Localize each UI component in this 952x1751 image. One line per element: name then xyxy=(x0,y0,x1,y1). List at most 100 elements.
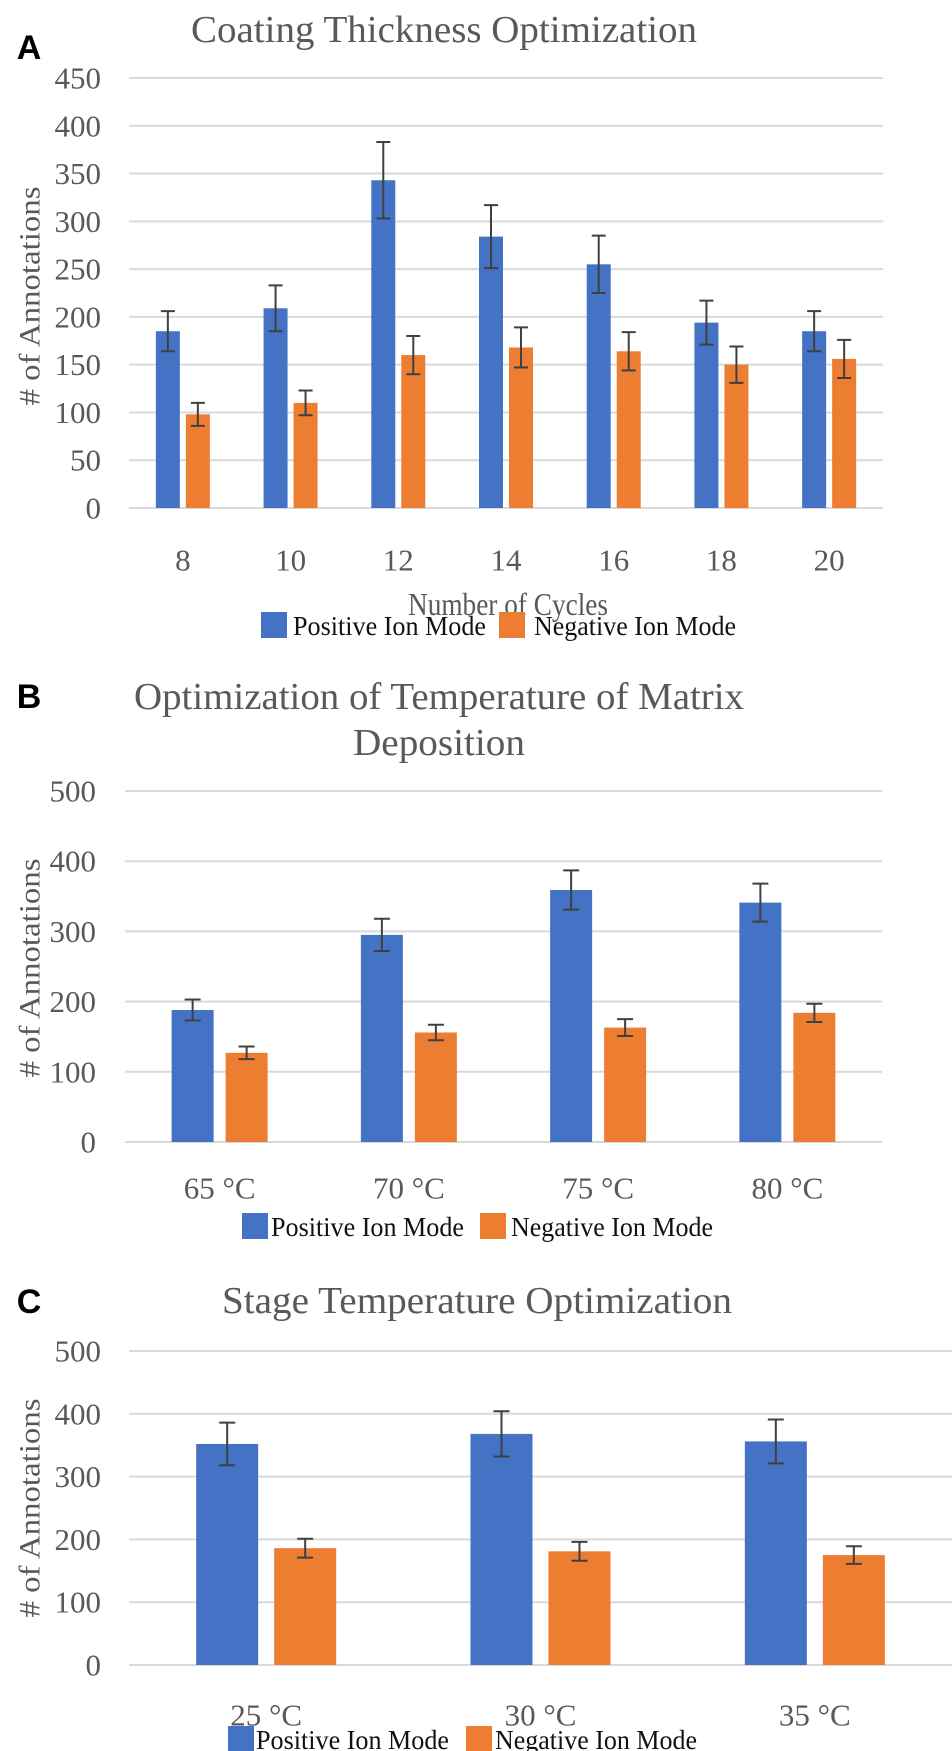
legend-label: Negative Ion Mode xyxy=(534,611,736,641)
negative-bar xyxy=(185,414,210,508)
positive-bar xyxy=(550,889,593,1142)
positive-bar xyxy=(744,1441,807,1665)
chart-title: Coating Thickness Optimization xyxy=(191,9,697,51)
chart-panel-a: A Coating Thickness Optimization 0 50 100 150… xyxy=(14,9,883,641)
error-bar xyxy=(184,998,201,1022)
error-bar xyxy=(190,401,205,427)
y-axis-label: # of Annotations xyxy=(14,859,47,1078)
y-tick-label: 250 xyxy=(55,252,102,287)
error-bar xyxy=(238,1045,255,1061)
x-tick-label: 75 °C xyxy=(562,1171,634,1206)
negative-bar xyxy=(822,1555,885,1665)
positive-bar xyxy=(694,322,719,508)
error-bar xyxy=(837,338,852,380)
x-tick-label: 30 °C xyxy=(505,1698,577,1733)
error-bar xyxy=(373,917,390,953)
negative-bar xyxy=(616,351,641,508)
y-tick-label: 0 xyxy=(86,491,102,526)
chart-panel-c: C Stage Temperature Optimization 0 100 200 30… xyxy=(14,1280,952,1751)
negative-bar xyxy=(724,364,749,508)
negative-bar xyxy=(548,1551,611,1665)
error-bar xyxy=(699,299,714,346)
error-bar xyxy=(297,1537,314,1559)
negative-bar xyxy=(793,1012,836,1142)
positive-bar xyxy=(470,1433,533,1665)
y-tick-label: 150 xyxy=(55,347,102,382)
legend-label: Negative Ion Mode xyxy=(511,1212,713,1242)
x-tick-label: 35 °C xyxy=(779,1698,851,1733)
x-tick-label: 80 °C xyxy=(751,1171,823,1206)
negative-bar xyxy=(225,1052,268,1142)
error-bar xyxy=(427,1023,444,1042)
x-tick-label: 12 xyxy=(383,543,414,578)
error-bar xyxy=(807,310,822,353)
positive-legend-swatch xyxy=(242,1213,268,1239)
negative-bar xyxy=(832,358,857,508)
error-bar xyxy=(219,1421,236,1467)
error-bar xyxy=(484,204,498,270)
y-tick-label: 300 xyxy=(55,204,102,239)
error-bar xyxy=(571,1540,588,1562)
panel-label: B xyxy=(17,678,42,716)
x-tick-label: 16 xyxy=(598,543,629,578)
error-bar xyxy=(806,1002,823,1023)
positive-bar xyxy=(479,236,503,508)
legend-label: Positive Ion Mode xyxy=(271,1212,464,1242)
chart-title-line2: Deposition xyxy=(353,722,525,764)
x-tick-label: 14 xyxy=(491,543,523,578)
negative-legend-swatch xyxy=(466,1726,492,1751)
error-bar xyxy=(767,1418,784,1465)
positive-bar xyxy=(802,331,827,508)
negative-legend-swatch xyxy=(499,612,525,638)
x-tick-label: 8 xyxy=(175,543,191,578)
negative-legend-swatch xyxy=(480,1213,506,1239)
chart-title: Optimization of Temperature of Matrix xyxy=(134,676,744,718)
negative-bar xyxy=(604,1027,647,1142)
y-tick-label: 350 xyxy=(55,156,102,191)
y-tick-label: 500 xyxy=(50,774,97,809)
error-bar xyxy=(591,234,606,294)
legend-label: Negative Ion Mode xyxy=(495,1725,697,1751)
negative-bar xyxy=(274,1548,337,1665)
negative-bar xyxy=(293,402,318,508)
error-bar xyxy=(160,310,175,353)
legend: Positive Ion Mode Negative Ion Mode xyxy=(242,1212,713,1242)
panel-label: C xyxy=(17,1283,42,1321)
legend-label: Positive Ion Mode xyxy=(256,1725,449,1751)
legend: Positive Ion Mode Negative Ion Mode xyxy=(261,611,736,641)
error-bar xyxy=(752,882,769,923)
y-tick-label: 100 xyxy=(55,395,102,430)
error-bar xyxy=(563,869,580,911)
error-bar xyxy=(406,335,421,376)
positive-legend-swatch xyxy=(228,1726,254,1751)
x-tick-label: 70 °C xyxy=(373,1171,445,1206)
chart-title: Stage Temperature Optimization xyxy=(222,1280,732,1322)
x-tick-label: 18 xyxy=(706,543,737,578)
panel-label: A xyxy=(17,29,42,67)
negative-bar xyxy=(401,355,426,508)
x-tick-label: 65 °C xyxy=(184,1171,256,1206)
negative-bar xyxy=(414,1032,457,1142)
chart-panel-b: B Optimization of Temperature of MatrixDe… xyxy=(14,676,882,1242)
error-bar xyxy=(845,1545,862,1565)
y-tick-label: 0 xyxy=(81,1125,97,1160)
negative-bar xyxy=(509,347,533,508)
positive-bar xyxy=(586,264,611,508)
y-tick-label: 50 xyxy=(70,443,101,478)
y-tick-label: 500 xyxy=(55,1334,102,1369)
error-bar xyxy=(617,1018,634,1037)
error-bar xyxy=(298,389,313,417)
positive-bar xyxy=(360,934,403,1142)
y-tick-label: 450 xyxy=(55,61,102,96)
y-tick-label: 300 xyxy=(50,914,97,949)
y-tick-label: 0 xyxy=(86,1648,102,1683)
positive-bar xyxy=(196,1443,259,1665)
error-bar xyxy=(268,284,283,333)
positive-bar xyxy=(371,180,396,508)
y-tick-label: 200 xyxy=(55,1522,102,1557)
y-tick-label: 200 xyxy=(50,984,97,1019)
y-tick-label: 400 xyxy=(55,108,102,143)
y-axis-label: # of Annotations xyxy=(14,1399,47,1618)
y-tick-label: 200 xyxy=(55,299,102,334)
